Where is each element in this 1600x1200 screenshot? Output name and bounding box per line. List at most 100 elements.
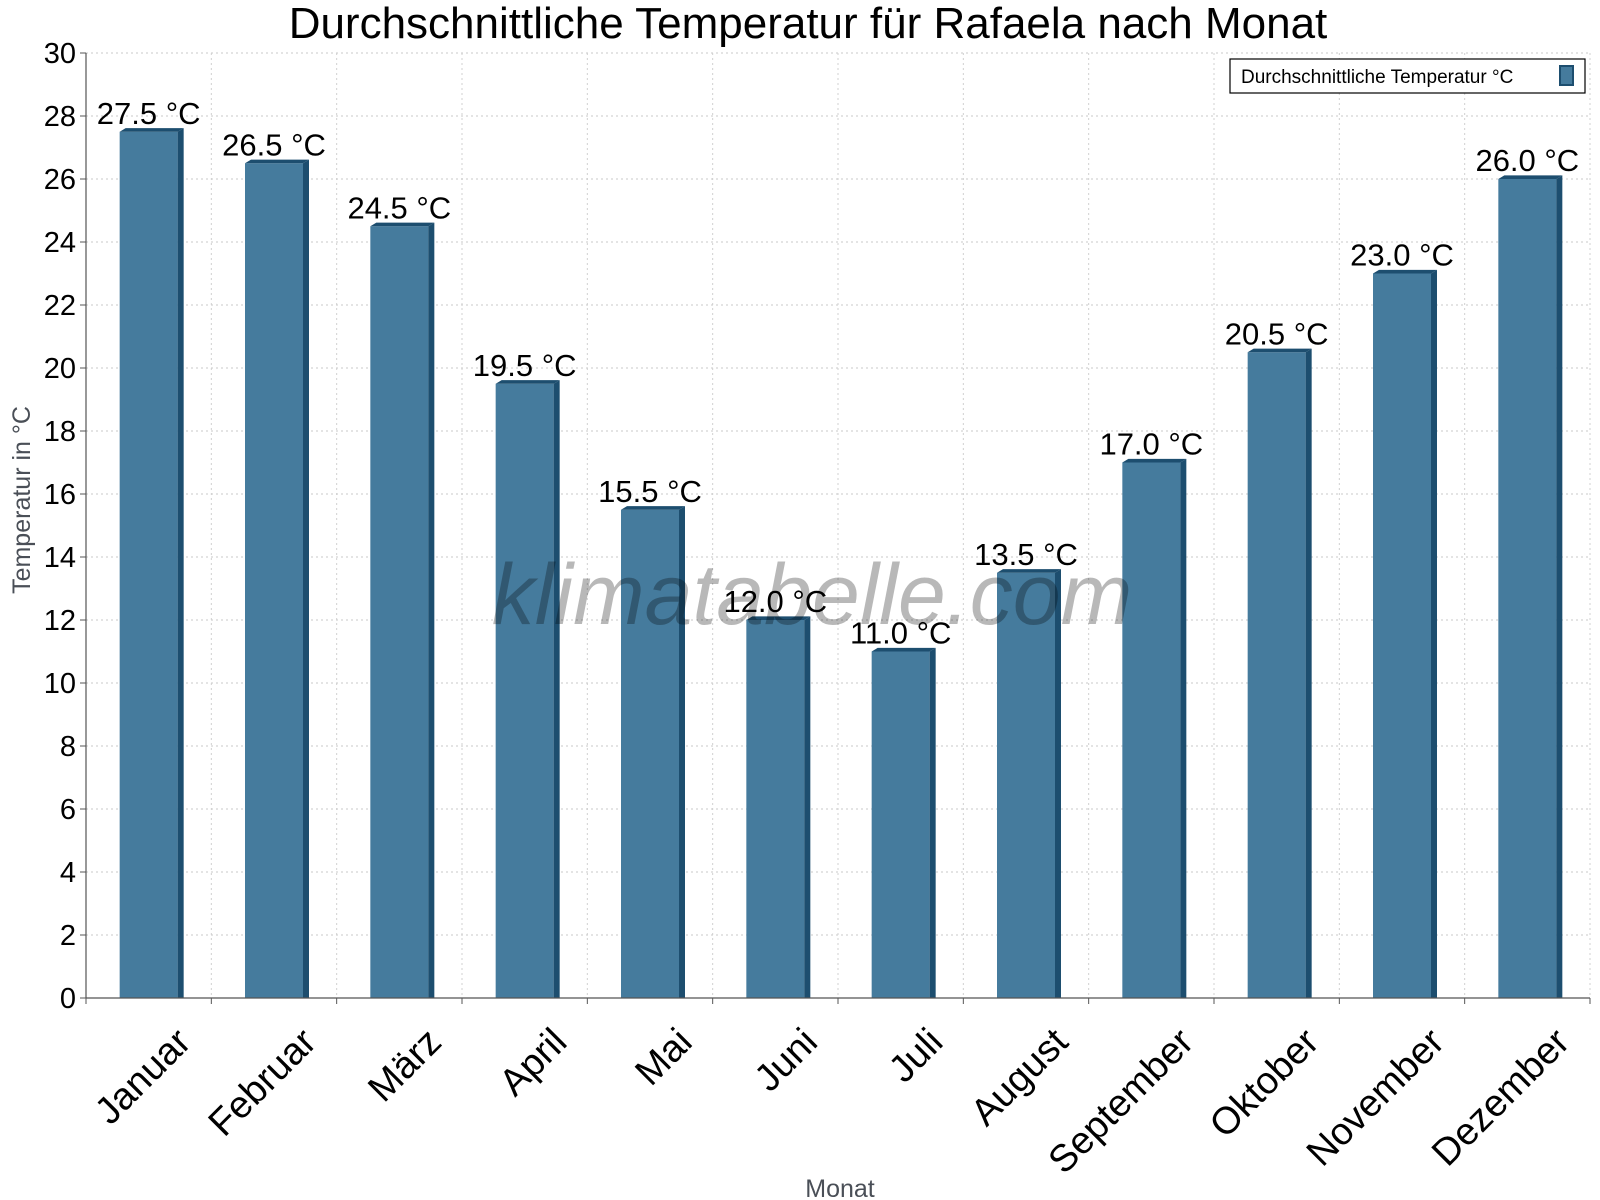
bar-side	[303, 159, 309, 998]
y-tick-label: 14	[44, 542, 76, 574]
bar	[1498, 175, 1563, 998]
y-tick-label: 6	[60, 794, 76, 826]
bar	[119, 128, 184, 998]
bar-top	[245, 159, 309, 164]
bar-value-label: 12.0 °C	[723, 584, 827, 619]
y-tick-label: 2	[60, 920, 76, 952]
bar	[1247, 348, 1312, 998]
gridlines	[86, 52, 1591, 998]
bar-value-label: 13.5 °C	[974, 537, 1078, 572]
y-tick-label: 4	[60, 857, 76, 889]
bar-face	[621, 509, 679, 998]
y-tick-label: 24	[44, 227, 76, 259]
bar-top	[1498, 175, 1563, 179]
bar	[245, 159, 309, 998]
bar-side	[553, 380, 560, 998]
bar-value-label: 24.5 °C	[347, 190, 451, 225]
bar-side	[679, 506, 685, 998]
bar-value-label: 19.5 °C	[473, 348, 577, 383]
bar-top	[1122, 458, 1187, 463]
bar-side	[929, 647, 936, 998]
bar-value-label: 17.0 °C	[1099, 427, 1203, 462]
bar-side	[1055, 569, 1061, 998]
x-tick-label: Juli	[881, 1021, 951, 1091]
bar-face	[1247, 352, 1306, 998]
legend-label: Durchschnittliche Temperatur °C	[1241, 67, 1513, 88]
bar-face	[871, 651, 930, 998]
x-tick-label: Januar	[87, 1021, 199, 1133]
y-tick-label: 18	[44, 416, 76, 448]
y-tick-label: 30	[44, 38, 76, 70]
bar-value-label: 23.0 °C	[1350, 238, 1454, 273]
y-tick-label: 28	[44, 101, 76, 133]
bar-face	[1122, 462, 1181, 998]
legend: Durchschnittliche Temperatur °C	[1229, 58, 1586, 94]
bar-top	[495, 380, 560, 384]
bar-top	[871, 647, 936, 652]
y-tick-label: 8	[60, 731, 76, 763]
bar-top	[621, 506, 685, 510]
x-tick-labels: Januar Februar März April Mai Juni Juli AugustS…	[87, 1021, 1578, 1182]
bar-top	[119, 128, 184, 132]
y-tick-label: 26	[44, 164, 76, 196]
bar	[746, 616, 811, 998]
bar	[495, 380, 560, 998]
bar-face	[1498, 179, 1557, 998]
bar-top	[1373, 269, 1437, 274]
bar-side	[428, 222, 435, 998]
x-tick-label: Mai	[628, 1021, 701, 1094]
bar-face	[495, 383, 554, 998]
bar-top	[746, 616, 811, 620]
bars	[119, 128, 1563, 998]
bar-face	[1373, 273, 1431, 998]
bar-value-label: 27.5 °C	[97, 96, 201, 131]
bar	[370, 222, 435, 998]
y-axis-title: Temperatur in °C	[8, 406, 36, 594]
bar	[1373, 269, 1437, 998]
y-tick-label: 20	[44, 353, 76, 385]
bar-side	[1556, 175, 1563, 998]
axes	[80, 52, 1591, 1004]
bar-face	[245, 163, 303, 998]
bar-top	[370, 222, 435, 227]
data-labels: 27.5 °C 26.5 °C 24.5 °C 19.5 °C 15.5 °C 12.0 …	[97, 96, 1579, 651]
bar-face	[119, 131, 178, 998]
bar-side	[1305, 348, 1312, 998]
x-tick-label: Oktober	[1202, 1021, 1328, 1147]
bar-side	[1431, 269, 1437, 998]
bar	[1122, 458, 1187, 998]
y-tick-label: 22	[44, 290, 76, 322]
bar-top	[1247, 348, 1312, 353]
y-tick-label: 0	[60, 983, 76, 1015]
bar-face	[997, 572, 1055, 998]
x-axis-title: Monat	[805, 1175, 875, 1200]
x-tick-label: März	[360, 1021, 449, 1110]
chart-title: Durchschnittliche Temperatur für Rafaela…	[289, 0, 1328, 48]
bar-side	[804, 616, 811, 998]
bar-value-label: 26.5 °C	[222, 127, 326, 162]
bar-side	[1180, 458, 1187, 998]
legend-box	[1229, 58, 1586, 94]
bar-face	[746, 620, 805, 998]
bar-value-label: 15.5 °C	[598, 474, 702, 509]
y-tick-label: 12	[44, 605, 76, 637]
watermark: klimatabelle.com	[492, 547, 1132, 643]
x-tick-label: Februar	[201, 1021, 325, 1145]
x-tick-label: Juni	[747, 1021, 826, 1100]
legend-swatch	[1559, 65, 1574, 86]
bar-face	[370, 226, 429, 998]
x-tick-label: Dezember	[1424, 1021, 1578, 1175]
bar-value-label: 11.0 °C	[850, 616, 951, 651]
bar-value-label: 20.5 °C	[1225, 316, 1329, 351]
y-tick-label: 10	[44, 668, 76, 700]
bar	[997, 569, 1061, 998]
bar-value-label: 26.0 °C	[1475, 143, 1579, 178]
bar-top	[997, 569, 1061, 573]
x-tick-label: August	[963, 1021, 1077, 1135]
y-tick-label: 16	[44, 479, 76, 511]
bar-side	[177, 128, 184, 998]
bar	[871, 647, 936, 998]
bar	[621, 506, 685, 998]
